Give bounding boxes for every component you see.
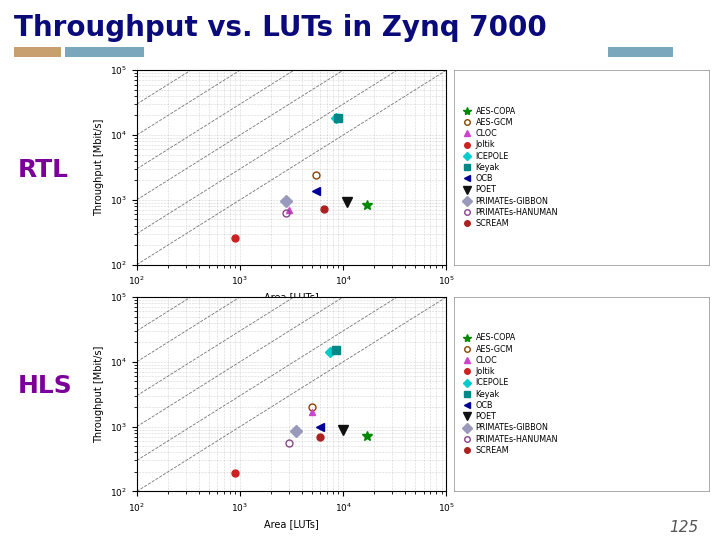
Y-axis label: Throughput [Mbit/s]: Throughput [Mbit/s] <box>94 346 104 443</box>
Text: HLS: HLS <box>18 374 73 398</box>
Text: Throughput vs. LUTs in Zynq 7000: Throughput vs. LUTs in Zynq 7000 <box>14 14 547 42</box>
X-axis label: Area [LUTs]: Area [LUTs] <box>264 519 319 529</box>
Legend: AES-COPA, AES-GCM, CLOC, Joltik, ICEPOLE, Keyak, OCB, POET, PRIMATEs-GIBBON, PRI: AES-COPA, AES-GCM, CLOC, Joltik, ICEPOLE… <box>460 331 560 457</box>
X-axis label: Area [LUTs]: Area [LUTs] <box>264 292 319 302</box>
Text: 125: 125 <box>669 519 698 535</box>
Legend: AES-COPA, AES-GCM, CLOC, Joltik, ICEPOLE, Keyak, OCB, POET, PRIMATEs-GIBBON, PRI: AES-COPA, AES-GCM, CLOC, Joltik, ICEPOLE… <box>460 104 560 231</box>
Y-axis label: Throughput [Mbit/s]: Throughput [Mbit/s] <box>94 119 104 216</box>
Text: RTL: RTL <box>18 158 69 182</box>
